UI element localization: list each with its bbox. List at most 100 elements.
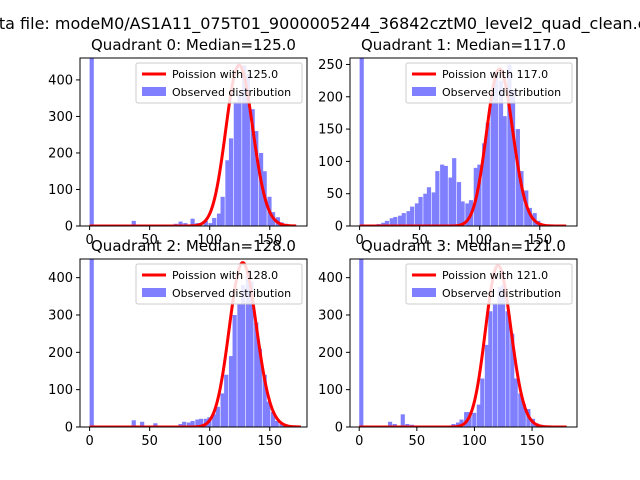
legend: Poission with 117.0 Observed distribution (405, 62, 573, 104)
histogram-bars (89, 259, 288, 427)
x-tick-label: 150 (520, 434, 545, 449)
histogram-bar (228, 138, 234, 226)
poisson-curve (359, 67, 567, 226)
histogram-bar (182, 421, 187, 427)
histogram-bar (448, 177, 453, 226)
x-tick-label: 100 (462, 434, 487, 449)
histogram-bar (359, 259, 364, 427)
x-tick-label: 0 (355, 434, 363, 449)
histogram-bar (195, 419, 200, 427)
legend-bar-label: Observed distribution (442, 86, 561, 99)
histogram-bar (406, 211, 411, 226)
y-tick-label: 400 (318, 271, 343, 286)
histogram-bar (459, 419, 464, 427)
panel-title: Quadrant 1: Median=117.0 (361, 36, 566, 54)
histogram-bar (515, 129, 520, 226)
y-tick-label: 100 (318, 383, 343, 398)
histogram-bar (527, 207, 532, 226)
histogram-bar (431, 192, 436, 226)
y-tick-label: 200 (318, 346, 343, 361)
histogram-bar (507, 64, 512, 226)
y-tick-label: 400 (48, 271, 73, 286)
histogram-bar (485, 122, 490, 226)
histogram-bar (513, 378, 518, 427)
histogram-bar (456, 182, 462, 226)
histogram-bar (89, 58, 94, 226)
histogram-bar (498, 80, 504, 226)
histogram-bar (131, 420, 136, 427)
histogram-bar (381, 222, 386, 226)
histogram-bar (502, 116, 507, 226)
histogram-bar (476, 404, 481, 427)
axes-frame (349, 258, 578, 428)
legend-bar-swatch (412, 87, 436, 96)
histogram-bar (494, 70, 499, 226)
histogram-bar (389, 218, 394, 226)
histogram-bar (245, 270, 250, 427)
x-tick-label: 100 (467, 233, 492, 248)
histogram-bar (484, 344, 489, 427)
histogram-bar (203, 220, 208, 226)
x-tick-label: 150 (527, 233, 552, 248)
histogram-bar (237, 303, 242, 427)
x-tick-label: 100 (197, 233, 222, 248)
histogram-bar (398, 215, 403, 226)
histogram-bar (400, 414, 405, 427)
histogram-bar (216, 213, 222, 226)
y-tick-label: 300 (48, 309, 73, 324)
histogram-bar (521, 403, 526, 427)
histogram-bar (215, 406, 220, 427)
y-tick-label: 200 (48, 146, 73, 161)
histogram-bar (518, 393, 523, 427)
y-tick-label: 50 (326, 187, 343, 202)
histogram-bar (242, 65, 247, 226)
histogram-bar (465, 203, 470, 226)
histogram-bar (257, 348, 262, 427)
y-tick-label: 100 (48, 383, 73, 398)
legend: Poission with 128.0 Observed distribution (135, 263, 303, 305)
histogram-bar (266, 401, 271, 427)
histogram-bar (250, 109, 255, 226)
histogram-bar (190, 421, 195, 427)
histogram-bar (208, 223, 213, 226)
quadrant-3-panel: 0 50 100 150 0 100 200 300 400 Quadrant 3: Median… (318, 237, 578, 449)
histogram-bar (190, 218, 195, 226)
panel-title: Quadrant 0: Median=125.0 (91, 36, 296, 54)
x-tick-label: 50 (411, 233, 428, 248)
quadrant-0-panel: 0 50 100 150 0 100 200 300 400 Quadrant 0: Median… (48, 36, 308, 248)
histogram-bar (492, 303, 498, 427)
legend-line-label: Poission with 117.0 (442, 68, 548, 81)
histogram-bar (384, 220, 390, 226)
histogram-bar (443, 165, 448, 226)
histogram-bar (440, 164, 445, 226)
histogram-bar (510, 90, 516, 226)
histogram-bar (212, 414, 217, 427)
panel-title: Quadrant 2: Median=128.0 (91, 237, 296, 255)
histogram-bar (225, 160, 230, 226)
histogram-bar (452, 158, 457, 226)
legend-line-label: Poission with 121.0 (442, 269, 548, 282)
histogram-bar (480, 378, 485, 427)
histogram-bar (497, 287, 502, 427)
histogram-bar (262, 374, 267, 427)
legend-bar-label: Observed distribution (442, 287, 561, 300)
histogram-bar (426, 187, 432, 226)
legend-box (135, 263, 303, 305)
histogram-bar (140, 421, 145, 427)
x-tick-label: 0 (355, 233, 363, 248)
legend-bar-label: Observed distribution (172, 86, 291, 99)
legend-bar-swatch (412, 288, 436, 297)
legend-bar-swatch (142, 87, 166, 96)
legend-line-label: Poission with 125.0 (172, 68, 278, 81)
legend-line-label: Poission with 128.0 (172, 269, 278, 282)
histogram-bar (131, 220, 136, 226)
y-tick-label: 200 (48, 346, 73, 361)
legend-box (135, 62, 303, 104)
y-tick-label: 0 (65, 421, 73, 436)
y-tick-label: 0 (65, 220, 73, 235)
y-tick-label: 0 (335, 421, 343, 436)
histogram-bar (472, 412, 477, 427)
histogram-bar (510, 333, 515, 427)
y-tick-label: 300 (48, 110, 73, 125)
